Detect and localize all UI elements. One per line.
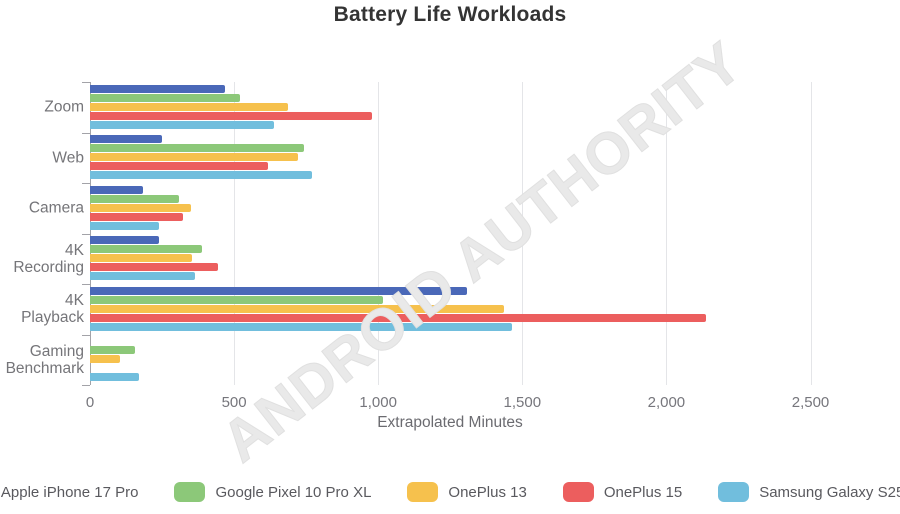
bar-google-pixel-10-pro-xl-gaming-benchmark [90, 346, 135, 354]
gridline-1000 [378, 82, 380, 385]
y-axis-tick [82, 334, 90, 336]
y-axis-tick [82, 233, 90, 235]
legend-label: Google Pixel 10 Pro XL [215, 483, 372, 501]
bar-oneplus-13-zoom [90, 102, 289, 111]
bar-samsung-galaxy-s25-ultra-web [90, 171, 313, 179]
bar-oneplus-15-zoom [90, 111, 372, 120]
chart-title: Battery Life Workloads [333, 3, 567, 26]
bar-apple-iphone-17-pro-zoom [90, 84, 226, 93]
bar-apple-iphone-17-pro-4k-playback [90, 286, 467, 295]
bar-google-pixel-10-pro-xl-web [90, 144, 304, 152]
bar-samsung-galaxy-s25-ultra-zoom [90, 120, 275, 129]
y-axis-tick [82, 82, 90, 83]
x-axis-title: Extrapolated Minutes [377, 414, 523, 431]
x-tick-label-1000: 1,000 [359, 394, 397, 411]
legend-swatch-icon [718, 482, 750, 502]
legend-swatch-icon [174, 482, 206, 502]
legend-item-oneplus-13: OnePlus 13 [407, 482, 527, 502]
bar-samsung-galaxy-s25-ultra-camera [90, 221, 159, 230]
bar-oneplus-13-4k-playback [90, 304, 505, 313]
y-axis-tick [82, 385, 90, 386]
legend: Apple iPhone 17 Pro Google Pixel 10 Pro X… [0, 482, 900, 502]
x-tick-label-0: 0 [85, 394, 95, 411]
y-axis-line [90, 82, 91, 385]
bar-samsung-galaxy-s25-ultra-gaming-benchmark [90, 373, 140, 381]
legend-label: OnePlus 15 [603, 483, 683, 501]
bar-oneplus-15-camera [90, 212, 184, 221]
legend-swatch-icon [407, 482, 439, 502]
bar-samsung-galaxy-s25-ultra-4k-recording [90, 272, 196, 280]
y-axis-tick [82, 132, 90, 134]
gridline-2500 [810, 82, 812, 385]
bar-oneplus-13-web [90, 153, 298, 161]
y-axis-tick [82, 284, 90, 285]
bar-oneplus-13-4k-recording [90, 254, 192, 262]
category-label-zoom: Zoom [44, 98, 84, 116]
bar-google-pixel-10-pro-xl-zoom [90, 93, 240, 102]
legend-item-apple-iphone-17-pro: Apple iPhone 17 Pro [0, 482, 139, 502]
x-tick-label-2500: 2,500 [791, 394, 830, 411]
bar-apple-iphone-17-pro-web [90, 135, 162, 143]
bar-oneplus-13-camera [90, 203, 191, 212]
bar-oneplus-15-4k-playback [90, 313, 707, 322]
legend-label: Samsung Galaxy S25 Ultra [759, 483, 900, 501]
bar-google-pixel-10-pro-xl-camera [90, 194, 180, 203]
bar-google-pixel-10-pro-xl-4k-playback [90, 295, 384, 304]
legend-swatch-icon [562, 482, 594, 502]
bar-apple-iphone-17-pro-4k-recording [90, 236, 160, 244]
legend-label: OnePlus 13 [448, 483, 527, 501]
x-tick-label-1500: 1,500 [503, 394, 542, 411]
bar-oneplus-15-web [90, 162, 269, 170]
legend-item-google-pixel-10-pro-xl: Google Pixel 10 Pro XL [174, 482, 371, 502]
x-tick-label-2000: 2,000 [647, 394, 686, 411]
legend-item-oneplus-15: OnePlus 15 [562, 482, 683, 502]
bar-oneplus-13-gaming-benchmark [90, 355, 120, 363]
bar-samsung-galaxy-s25-ultra-4k-playback [90, 322, 512, 331]
y-axis-tick [82, 183, 90, 184]
legend-item-samsung-galaxy-s25-ultra: Samsung Galaxy S25 Ultra [718, 482, 900, 502]
gridline-500 [234, 82, 236, 385]
x-tick-label-500: 500 [221, 394, 247, 411]
bar-apple-iphone-17-pro-camera [90, 185, 144, 194]
category-label-gaming-benchmark: Gaming Benchmark [5, 342, 84, 377]
bar-google-pixel-10-pro-xl-4k-recording [90, 245, 202, 253]
category-label-4k-playback: 4K Playback [21, 292, 84, 327]
bar-oneplus-15-4k-recording [90, 263, 218, 271]
category-label-web: Web [52, 149, 84, 167]
category-label-camera: Camera [28, 199, 84, 217]
plot-area [82, 82, 855, 386]
gridline-2000 [666, 82, 668, 385]
category-label-4k-recording: 4K Recording [13, 241, 84, 276]
legend-label: Apple iPhone 17 Pro [0, 483, 139, 501]
gridline-1500 [522, 82, 524, 385]
